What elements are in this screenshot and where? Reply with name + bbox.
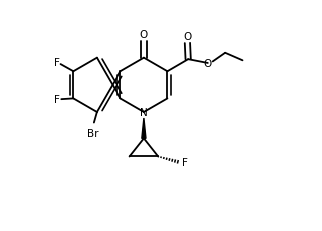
Text: O: O xyxy=(183,32,192,42)
Text: O: O xyxy=(140,30,148,40)
Text: N: N xyxy=(140,107,148,118)
Polygon shape xyxy=(142,119,146,139)
Text: F: F xyxy=(54,95,60,105)
Text: F: F xyxy=(182,157,187,167)
Text: O: O xyxy=(204,59,212,69)
Text: F: F xyxy=(54,58,60,67)
Text: Br: Br xyxy=(87,128,99,138)
